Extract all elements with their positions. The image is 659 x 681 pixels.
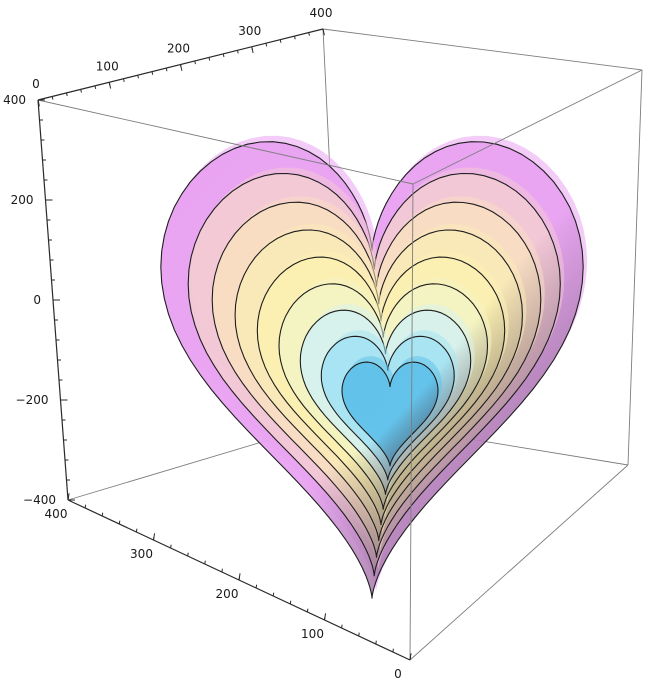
bottom-axis-minor-tick: [170, 544, 172, 549]
top-axis-minor-tick: [279, 39, 282, 43]
plot-box-front: [37, 69, 643, 661]
bottom-axis-minor-tick: [187, 552, 189, 557]
bottom-axis-minor-tick: [84, 504, 87, 509]
bottom-axis-minor-tick: [101, 512, 104, 517]
bottom-axis-tick-label: 100: [301, 627, 324, 641]
bottom-axis-minor-tick: [375, 640, 377, 645]
bottom-axis-minor-tick: [392, 648, 394, 653]
top-axis-minor-tick: [66, 92, 68, 97]
top-axis-tick-label: 0: [32, 77, 40, 91]
axis-tick-labels: 01002003004004002000−200−400400300200100…: [3, 6, 402, 681]
bottom-axis-minor-tick: [67, 496, 70, 501]
bottom-axis-tick-label: 200: [216, 587, 239, 601]
bottom-axis-tick-label: 0: [394, 667, 402, 681]
top-axis-tick-label: 300: [238, 24, 261, 38]
top-axis-tick-label: 200: [167, 42, 190, 56]
bottom-axis-minor-tick: [221, 568, 223, 573]
top-axis-minor-tick: [222, 53, 225, 58]
bottom-axis-minor-tick: [272, 592, 275, 597]
axis-ticks: [37, 28, 412, 661]
bottom-axis-minor-tick: [153, 536, 155, 541]
bottom-axis-minor-tick: [324, 616, 326, 621]
contour-surfaces: [160, 135, 588, 599]
top-axis-minor-tick: [165, 67, 168, 72]
bottom-axis-minor-tick: [341, 624, 343, 629]
bottom-axis-minor-tick: [135, 528, 138, 533]
top-axis-minor-tick: [322, 28, 325, 33]
top-axis-minor-tick: [108, 82, 111, 86]
vertical-axis-tick-label: 0: [33, 293, 41, 307]
top-axis-minor-tick: [137, 75, 139, 79]
top-axis-tick-label: 100: [96, 59, 119, 73]
vertical-axis-tick-label: −200: [16, 393, 49, 407]
vertical-axis-tick-label: 200: [11, 193, 34, 207]
vertical-axis-tick-label: −400: [23, 493, 56, 507]
top-axis-minor-tick: [208, 57, 211, 61]
bottom-axis-minor-tick: [306, 608, 309, 613]
bottom-axis-minor-tick: [204, 560, 206, 565]
top-axis-minor-tick: [308, 32, 310, 36]
top-axis-minor-tick: [80, 89, 82, 93]
vertical-axis-tick-label: 400: [3, 93, 26, 107]
top-axis-minor-tick: [151, 71, 154, 75]
bottom-axis-minor-tick: [358, 632, 360, 637]
top-axis-minor-tick: [237, 50, 239, 54]
top-axis-minor-tick: [294, 35, 296, 40]
top-axis-minor-tick: [51, 96, 54, 100]
bottom-axis-minor-tick: [238, 576, 241, 581]
bottom-axis-minor-tick: [289, 600, 292, 605]
top-axis-minor-tick: [265, 43, 268, 47]
top-axis-tick-label: 400: [310, 6, 333, 20]
bottom-axis-minor-tick: [118, 520, 121, 525]
top-axis-minor-tick: [94, 85, 97, 90]
bottom-axis-minor-tick: [409, 656, 412, 661]
bottom-axis-minor-tick: [255, 584, 258, 589]
top-axis-minor-tick: [123, 78, 125, 82]
bottom-axis-tick-label: 300: [130, 547, 153, 561]
top-axis-minor-tick: [251, 46, 253, 51]
top-axis-minor-tick: [180, 64, 182, 68]
bottom-axis-tick-label: 400: [45, 507, 68, 521]
top-axis-minor-tick: [37, 99, 40, 104]
top-axis-minor-tick: [194, 60, 196, 65]
contour-surface-level-9: [341, 361, 439, 467]
